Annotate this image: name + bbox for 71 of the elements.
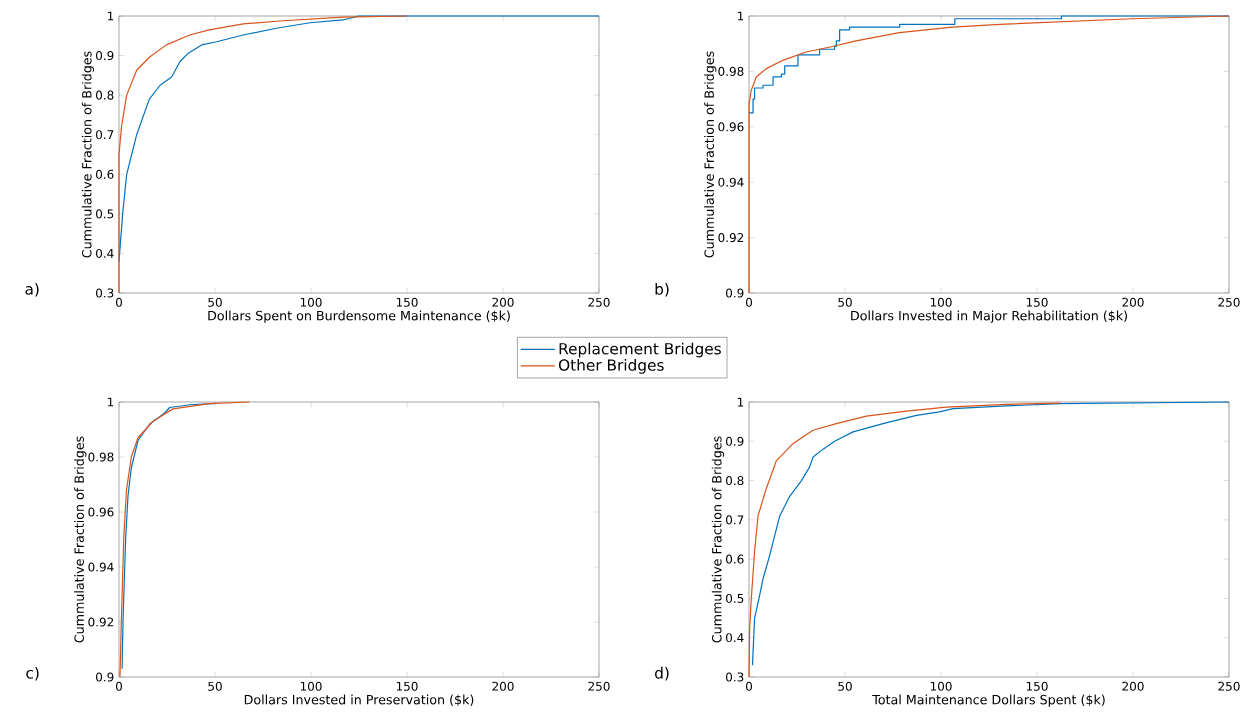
x-tick-label: 250 (588, 297, 610, 307)
y-tick-label: 0.6 (96, 169, 114, 179)
y-tick-label: 1 (107, 397, 114, 407)
y-tick-label: 0.9 (726, 288, 744, 298)
y-tick-label: 0.98 (88, 452, 114, 462)
y-tick-label: 0.94 (88, 562, 114, 572)
y-tick-label: 0.9 (96, 672, 114, 682)
x-tick-label: 100 (930, 297, 952, 307)
y-tick-label: 0.94 (718, 177, 744, 187)
y-tick-label: 0.9 (96, 51, 114, 61)
x-tick-label: 250 (1218, 297, 1240, 307)
y-tick-label: 0.5 (726, 593, 744, 603)
y-tick-label: 1 (737, 397, 744, 407)
text: a) (25, 282, 39, 297)
y-tick-label: 0.4 (96, 248, 114, 258)
legend-label: Replacement Bridges (559, 342, 721, 358)
text: b) (655, 282, 669, 297)
x-tick-label: 200 (1122, 681, 1144, 691)
y-tick-label: 0.92 (718, 233, 744, 243)
text: c) (26, 666, 39, 681)
x-tick-label: 100 (300, 297, 322, 307)
x-tick-label: 50 (208, 681, 222, 691)
x-tick-label: 200 (492, 681, 514, 691)
x-tick-label: 0 (745, 681, 753, 691)
y-tick-label: 1 (107, 11, 114, 21)
y-axis-title: Cummulative Fraction of Bridges (704, 51, 717, 258)
y-tick-label: 0.5 (96, 209, 114, 219)
y-tick-label: 0.3 (726, 672, 744, 682)
line-series (751, 401, 1230, 666)
y-tick-label: 0.98 (718, 66, 744, 76)
line-series (119, 401, 251, 678)
x-tick-label: 150 (1026, 681, 1048, 691)
y-tick-label: 0.6 (726, 554, 744, 564)
x-axis-title: Total Maintenance Dollars Spent ($k) (872, 694, 1105, 707)
x-tick-label: 100 (300, 681, 322, 691)
x-tick-label: 0 (115, 681, 123, 691)
y-tick-label: 0.96 (718, 122, 744, 132)
y-tick-label: 0.92 (88, 617, 114, 627)
x-tick-label: 50 (208, 297, 222, 307)
x-tick-label: 0 (115, 297, 123, 307)
y-tick-label: 0.4 (726, 633, 744, 643)
y-axis-title: Cummulative Fraction of Bridges (81, 51, 95, 258)
x-axis-title: Dollars Invested in Major Rehabilitation ($k) (851, 310, 1127, 323)
line-series (118, 15, 408, 294)
y-tick-label: 0.96 (88, 507, 114, 517)
y-axis-title: Cummulative Fraction of Bridges (711, 436, 725, 643)
y-axis-title: Cummulative Fraction of Bridges (74, 436, 87, 643)
y-tick-label: 1 (737, 11, 744, 21)
y-tick-label: 0.7 (726, 515, 744, 525)
y-tick-label: 0.8 (726, 476, 744, 486)
x-tick-label: 100 (930, 681, 952, 691)
x-tick-label: 150 (396, 681, 418, 691)
y-tick-label: 0.3 (96, 288, 114, 298)
x-tick-label: 50 (838, 297, 852, 307)
x-tick-label: 250 (1218, 681, 1240, 691)
line-series (748, 15, 1230, 294)
x-tick-label: 150 (1026, 297, 1048, 307)
x-tick-label: 250 (588, 681, 610, 691)
x-tick-label: 200 (492, 297, 514, 307)
y-tick-label: 0.7 (96, 130, 114, 140)
text: d) (655, 666, 669, 681)
y-tick-label: 0.9 (726, 436, 744, 446)
x-axis-title: Dollars Invested in Preservation ($k) (244, 694, 474, 707)
legend-label: Other Bridges (558, 358, 664, 374)
x-axis-title: Dollars Spent on Burdensome Maintenance ($k) (208, 310, 510, 323)
x-tick-label: 150 (396, 297, 418, 307)
x-tick-label: 200 (1122, 297, 1144, 307)
x-tick-label: 0 (745, 297, 753, 307)
y-tick-label: 0.8 (96, 90, 114, 100)
x-tick-label: 50 (838, 681, 852, 691)
line-series (748, 402, 1061, 678)
